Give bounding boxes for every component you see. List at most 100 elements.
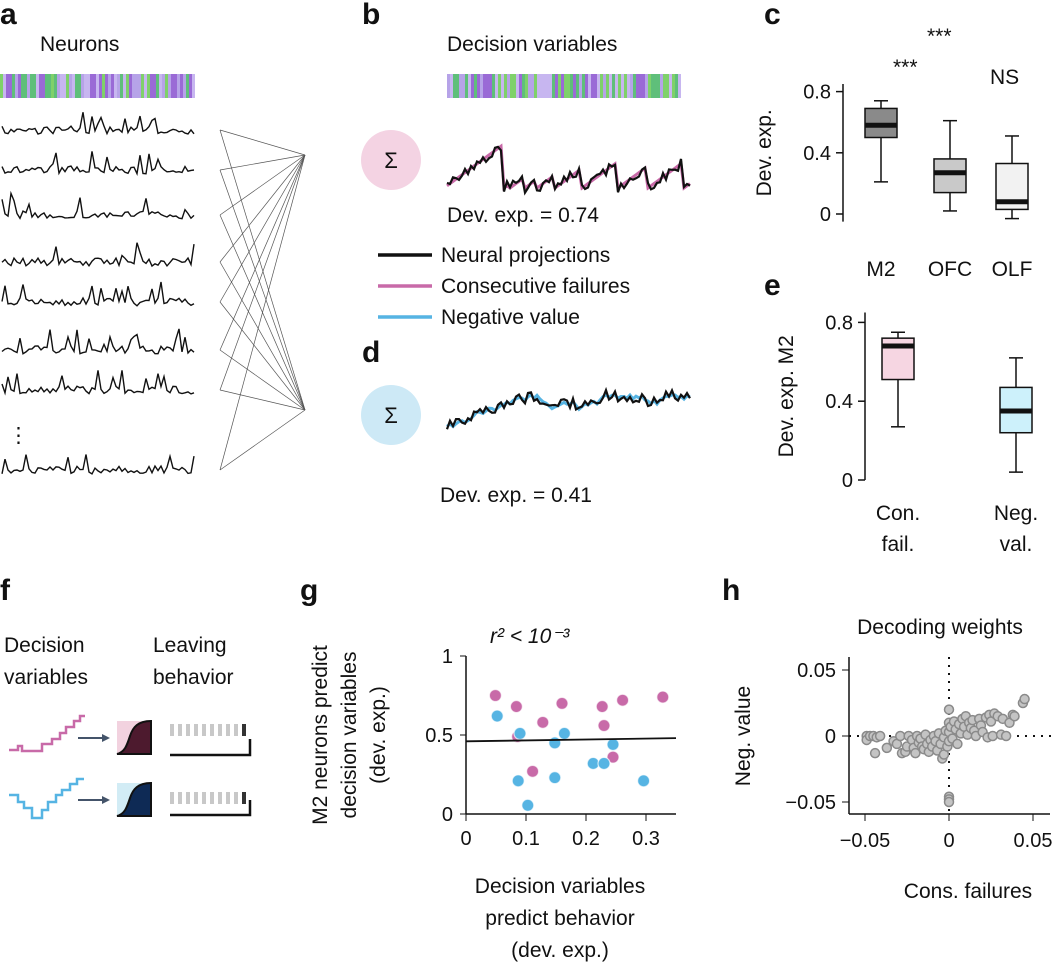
lick-tick: [218, 792, 222, 804]
barcode-stripe: [624, 74, 627, 98]
y-tick-label: 0.05: [797, 660, 836, 682]
barcode-stripe: [456, 74, 459, 98]
barcode-stripe: [45, 74, 48, 98]
barcode-stripe: [90, 74, 93, 98]
barcode-stripe: [585, 74, 588, 98]
legend-neural: Neural projections: [441, 244, 610, 267]
barcode-stripe: [654, 74, 657, 98]
y-tick-label: 0.5: [425, 725, 453, 747]
barcode-stripe: [567, 74, 570, 98]
panel-label-d: d: [362, 336, 380, 369]
data-point: [943, 704, 955, 715]
barcode-stripe: [135, 74, 138, 98]
barcode-stripe: [138, 74, 141, 98]
projection-weights: [219, 129, 306, 471]
neuron-traces: [1, 112, 195, 475]
lick-tick: [170, 792, 174, 804]
x-tick-label: OFC: [928, 258, 972, 281]
x-tick-label: Con.: [876, 502, 920, 525]
barcode-stripe: [96, 74, 99, 98]
barcode-stripe: [549, 74, 552, 98]
data-point: [874, 730, 886, 742]
boxplot-e: 0 0.4 0.8 Dev. exp. M2 Con. fail. Neg. val.: [775, 312, 1038, 556]
barcode-stripe: [126, 74, 129, 98]
f-col1-line1: Decision: [4, 634, 85, 657]
barcode-stripe: [633, 74, 636, 98]
weight-line: [219, 409, 306, 471]
lick-tick: [210, 792, 214, 804]
sig-ofc-olf: NS: [990, 66, 1019, 89]
x-tick-label: fail.: [882, 533, 915, 556]
lick-tick: [170, 724, 174, 736]
neuron-trace: [1, 370, 195, 396]
sum-pink-node: [361, 130, 421, 190]
barcode-stripe: [468, 74, 471, 98]
barcode-stripe: [486, 74, 489, 98]
barcode-stripe: [447, 74, 450, 98]
barcode-stripe: [99, 74, 102, 98]
barcode-stripe: [60, 74, 63, 98]
weight-line: [219, 129, 306, 411]
y-axis-label: Neg. value: [732, 686, 755, 786]
barcode-stripe: [606, 74, 609, 98]
barcode-stripe: [453, 74, 456, 98]
neurons-title: Neurons: [40, 33, 119, 56]
barcode-stripe: [57, 74, 60, 98]
neural-projection-line: [446, 145, 691, 196]
barcode-stripe: [69, 74, 72, 98]
data-point: [513, 726, 527, 741]
barcode-stripe: [621, 74, 624, 98]
box: [933, 158, 967, 194]
x-tick-label: 0.1: [512, 828, 540, 850]
neuron-trace: [1, 112, 195, 136]
barcode-stripe: [30, 74, 33, 98]
y-tick-label: 0: [842, 470, 853, 492]
data-point: [869, 747, 881, 759]
barcode-stripe: [15, 74, 18, 98]
barcode-stripe: [3, 74, 6, 98]
barcode-stripe: [129, 74, 132, 98]
barcode-stripe: [627, 74, 630, 98]
legend-negative: Negative value: [441, 306, 580, 329]
barcode-stripe: [507, 74, 510, 98]
barcode-stripe: [636, 74, 639, 98]
data-point: [952, 738, 963, 750]
barcode-stripe: [117, 74, 120, 98]
y-tick-label: 0.4: [803, 143, 831, 165]
arrowhead-icon: [102, 734, 110, 742]
barcode-stripe: [0, 74, 3, 98]
neuron-trace: [1, 151, 195, 176]
data-point: [1019, 693, 1030, 705]
arrowhead-icon: [102, 796, 110, 804]
r2-annotation: r² < 10⁻³: [490, 625, 570, 648]
barcode-stripe: [51, 74, 54, 98]
weight-line: [219, 129, 306, 156]
barcode-stripe: [84, 74, 87, 98]
panel-label-e: e: [764, 269, 781, 302]
sig-m2-olf: ***: [927, 25, 952, 48]
x-axis-label: Decision variables: [475, 875, 645, 898]
neuron-barcode: [0, 74, 195, 98]
data-point: [615, 693, 630, 707]
data-point: [536, 715, 550, 729]
barcode-stripe: [498, 74, 501, 98]
more-neurons-ellipsis: ⋮: [8, 424, 29, 447]
barcode-stripe: [618, 74, 621, 98]
barcode-stripe: [555, 74, 558, 98]
stair-down-icon: [9, 777, 84, 820]
barcode-stripe: [54, 74, 57, 98]
data-point: [1009, 710, 1020, 722]
data-point: [557, 726, 572, 741]
barcode-stripe: [615, 74, 618, 98]
weight-line: [219, 154, 306, 351]
barcode-stripe: [600, 74, 603, 98]
data-point: [525, 764, 540, 778]
f-col2-line1: Leaving: [153, 634, 227, 657]
lick-tick: [202, 792, 206, 804]
boxplot-c: 0 0.4 0.8 Dev. exp. M2 OFC OLF: [753, 82, 1032, 281]
barcode-stripe: [558, 74, 561, 98]
barcode-stripe: [672, 74, 675, 98]
leaving-ticks-1: [170, 724, 246, 736]
barcode-stripe: [462, 74, 465, 98]
